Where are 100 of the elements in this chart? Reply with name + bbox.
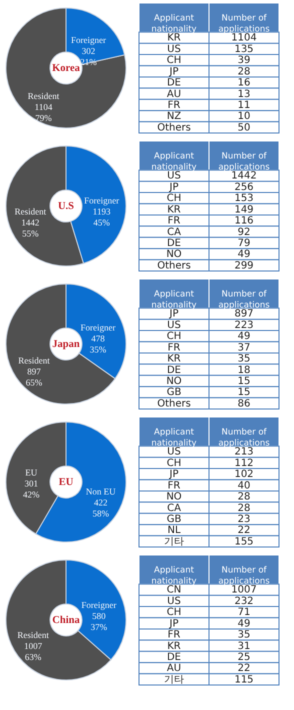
- category-label: NO: [166, 249, 182, 260]
- category-label: KR: [167, 204, 181, 216]
- data-label: 112: [234, 458, 254, 469]
- data-label: 1104: [231, 32, 257, 44]
- category-label: US: [167, 170, 181, 182]
- slice-label: EU: [25, 468, 38, 478]
- category-label: CH: [166, 331, 182, 342]
- text: EU: [58, 477, 74, 488]
- data-label: 37: [238, 342, 250, 354]
- data-label: 1007: [231, 584, 257, 596]
- category-label: Others: [157, 398, 191, 410]
- category-label: CH: [166, 55, 182, 66]
- category-label: Others: [157, 260, 191, 272]
- data-label: 13: [238, 88, 250, 100]
- slice-label: Resident: [14, 206, 47, 216]
- donut-slice: [6, 8, 126, 128]
- category-label: CH: [166, 458, 182, 469]
- text: U.S: [58, 201, 74, 212]
- data-label: 79: [238, 238, 250, 249]
- category-label: CH: [166, 607, 182, 618]
- data-label: 10: [238, 111, 250, 122]
- category-label: GB: [166, 514, 182, 525]
- category-label: JP: [168, 182, 178, 193]
- category-label: FR: [168, 480, 180, 492]
- data-label: 1007 63%: [24, 640, 43, 662]
- data-label: 28: [238, 66, 250, 78]
- category-label: FR: [168, 216, 180, 227]
- category-label: 기타: [164, 536, 184, 548]
- data-label: 1442 55%: [21, 217, 40, 238]
- slice-label: Resident: [18, 356, 50, 366]
- category-label: CA: [167, 502, 182, 514]
- category-label: US: [167, 320, 181, 331]
- data-label: 25: [238, 652, 250, 663]
- data-label: 15: [238, 376, 250, 387]
- data-label: 135: [234, 44, 254, 55]
- data-label: 580 37%: [90, 611, 108, 632]
- data-label: 22: [238, 663, 250, 674]
- category-label: FR: [168, 630, 180, 641]
- category-label: KR: [167, 354, 181, 365]
- category-label: GB: [166, 387, 182, 398]
- slice-label: Non EU: [86, 486, 116, 496]
- data-label: 49: [238, 618, 250, 630]
- category-label: JP: [168, 469, 178, 480]
- data-label: 1442: [231, 170, 257, 182]
- slice-label: Resident: [17, 630, 50, 640]
- data-label: 155: [234, 536, 254, 548]
- slice-label: Resident: [28, 91, 60, 102]
- category-label: KR: [167, 32, 181, 44]
- data-label: 116: [234, 216, 254, 227]
- category-label: AU: [166, 88, 182, 100]
- data-label: 31: [238, 640, 250, 652]
- data-label: 299: [234, 260, 254, 272]
- data-label: 897 65%: [26, 366, 43, 388]
- text: Japan: [52, 339, 80, 350]
- category-label: AU: [166, 663, 182, 674]
- data-label: 1104 79%: [34, 102, 53, 124]
- data-label: 49: [238, 249, 250, 260]
- data-label: 115: [234, 674, 254, 686]
- data-label: 39: [238, 55, 250, 66]
- data-label: 16: [238, 78, 250, 89]
- slice-label: Foreigner: [81, 600, 116, 610]
- category-label: CH: [166, 193, 182, 204]
- category-label: FR: [168, 100, 180, 111]
- data-label: 232: [234, 596, 254, 607]
- category-label: NO: [166, 376, 182, 387]
- data-label: 422 58%: [92, 497, 110, 518]
- data-label: 18: [238, 364, 250, 376]
- data-label: 149: [234, 204, 254, 216]
- slice-label: Foreigner: [80, 322, 116, 332]
- data-label: 213: [234, 446, 254, 458]
- data-label: 223: [234, 320, 254, 331]
- data-label: 478 35%: [90, 333, 107, 354]
- category-label: US: [167, 44, 181, 55]
- slice-label: Foreigner: [84, 196, 120, 206]
- category-label: JP: [168, 618, 178, 630]
- data-label: 35: [238, 630, 250, 641]
- category-label: DE: [166, 652, 182, 663]
- text: China: [52, 615, 80, 626]
- data-label: 22: [238, 525, 250, 536]
- data-label: 23: [238, 514, 250, 525]
- data-label: 50: [238, 122, 250, 134]
- data-label: 102: [234, 469, 254, 480]
- category-label: NZ: [166, 111, 182, 122]
- category-label: DE: [166, 364, 182, 376]
- text: Korea: [52, 63, 81, 74]
- category-label: JP: [168, 66, 178, 78]
- data-label: 92: [238, 226, 250, 238]
- category-label: Others: [157, 122, 191, 134]
- data-label: 86: [238, 398, 250, 410]
- category-label: DE: [166, 238, 182, 249]
- data-label: 71: [238, 607, 250, 618]
- category-label: US: [167, 596, 181, 607]
- category-label: DE: [166, 78, 182, 89]
- category-label: KR: [167, 640, 181, 652]
- category-label: FR: [168, 342, 180, 354]
- category-label: CA: [167, 226, 182, 238]
- category-label: US: [167, 446, 181, 458]
- data-label: 28: [238, 502, 250, 514]
- data-label: 897: [234, 308, 254, 320]
- category-label: NO: [166, 492, 182, 503]
